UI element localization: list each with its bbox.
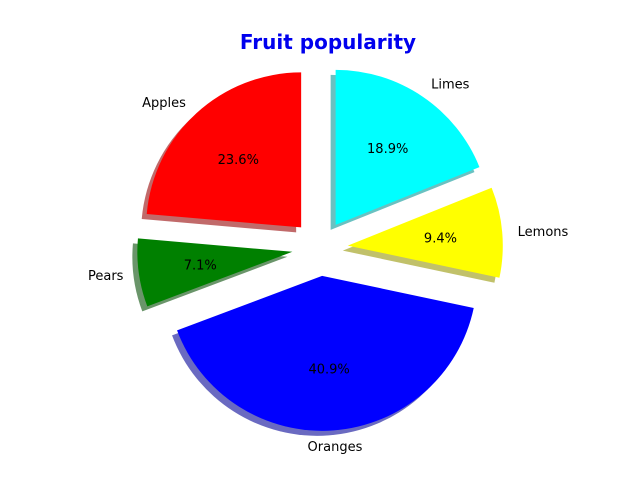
slice-label-apples: Apples: [142, 96, 186, 111]
slice-pct-limes: 18.9%: [367, 142, 408, 157]
slice-oranges: [177, 275, 474, 431]
slice-lemons: [347, 187, 503, 278]
slice-pct-oranges: 40.9%: [308, 363, 349, 378]
slice-apples: [146, 72, 302, 228]
label-layer: Apples 23.6% Pears 7.1% Oranges 40.9% Lemons 9.…: [88, 78, 569, 455]
chart-title: Fruit popularity: [240, 30, 416, 54]
slice-pears: [137, 238, 293, 307]
slice-layer: [137, 69, 503, 431]
slice-label-lemons: Lemons: [518, 225, 569, 240]
slice-label-pears: Pears: [88, 269, 124, 284]
slice-pct-lemons: 9.4%: [424, 232, 457, 247]
slice-pct-apples: 23.6%: [218, 153, 259, 168]
slice-label-limes: Limes: [431, 78, 470, 93]
slice-pct-pears: 7.1%: [184, 258, 217, 273]
slice-limes: [335, 69, 480, 225]
slice-label-oranges: Oranges: [308, 440, 363, 455]
